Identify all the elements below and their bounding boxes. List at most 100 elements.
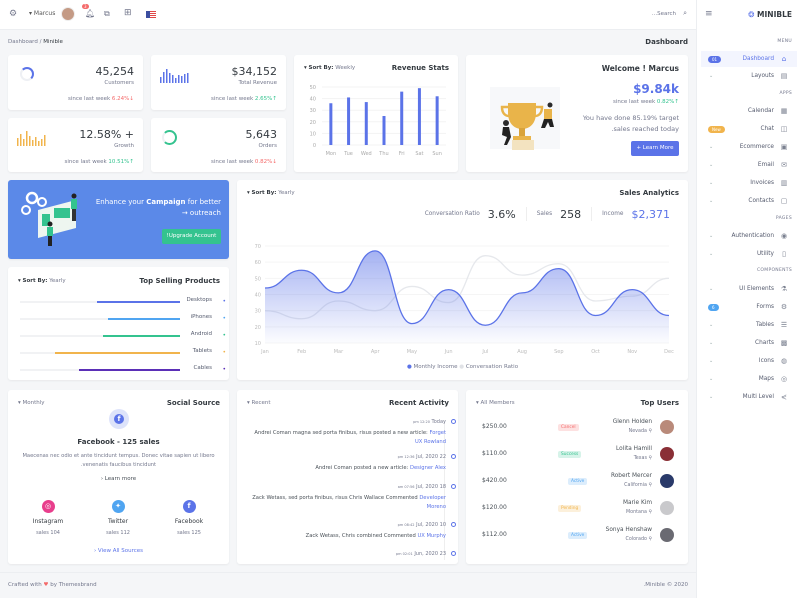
sidebar-item-tables[interactable]: ⌄ Tables ☰ [701, 317, 797, 333]
map-pin-icon: ⚲ [646, 537, 652, 542]
sidebar-item-label: Charts [755, 340, 774, 346]
stat-value: 45,254 [95, 65, 135, 78]
x-tick-label: Fri [399, 151, 405, 157]
user-row[interactable]: $112.00 Active Sonya Henshaw Colorado ⚲ [482, 527, 682, 549]
sidebar-item-chat[interactable]: New Chat ◫ [701, 121, 797, 137]
user-menu[interactable]: ▾ Marcus [29, 10, 56, 17]
color-dot-icon: • [222, 298, 226, 305]
learn-more-button[interactable]: + Learn More [631, 141, 679, 156]
sidebar-item-ui-elements[interactable]: ⌄ UI Elements ⚗ [701, 281, 797, 297]
activity-text: Zack Wetass, sed porta finibus, risus Ch… [246, 494, 446, 512]
sort-dropdown[interactable]: ▾ Sort By: Yearly [247, 190, 295, 196]
sort-label: Sort By: [22, 278, 48, 284]
user-row[interactable]: $110.00 Success Lolita Hamill Texas ⚲ [482, 446, 682, 468]
activity-date: Jul, 2020 10 [416, 522, 446, 528]
status-badge: Cancel [558, 424, 579, 431]
product-label: Tablets [192, 348, 212, 354]
notification-badge: 3 [82, 4, 89, 9]
sidebar-item-email[interactable]: ⌄ Email ✉ [701, 157, 797, 173]
sidebar-item-forms[interactable]: 6 Forms ⚙ [701, 299, 797, 315]
arrow-down-icon: ↓ [272, 159, 277, 165]
sidebar-item-authentication[interactable]: ⌄ Authentication ◉ [701, 228, 797, 244]
sidebar-item-charts[interactable]: ⌄ Charts ▩ [701, 335, 797, 351]
user-name: Sonya Henshaw [605, 527, 652, 533]
sort-dropdown[interactable]: ▾ Sort By: Yearly [18, 278, 66, 284]
sidebar-item-dashboard[interactable]: 01 Dashboard ⌂ [701, 51, 797, 67]
color-dot-icon: • [222, 349, 226, 356]
share-icon: ⋞ [781, 393, 787, 401]
sort-value: Weekly [335, 65, 356, 71]
activity-desc: Zack Wetass, sed porta finibus, risus Ch… [252, 495, 418, 501]
status-badge: Active [568, 478, 588, 485]
bell-icon[interactable]: 🔔︎ [85, 9, 96, 18]
logo-icon: ❂ [748, 10, 755, 19]
x-tick-label: Jan [260, 349, 269, 355]
progress-fill [103, 335, 180, 337]
source-sales: sales 104 [36, 530, 60, 536]
invoice-icon: ▥ [780, 179, 788, 187]
sidebar-item-invoices[interactable]: ⌄ Invoices ▥ [701, 175, 797, 191]
menu-toggle-icon[interactable]: ≡ [705, 9, 713, 19]
copy-icon[interactable]: ⧉ [104, 9, 110, 18]
progress-track [20, 318, 180, 320]
sidebar-item-multi-level[interactable]: ⌄ Multi Level ⋞ [701, 389, 797, 405]
stat-card-customers: 45,254 Customers since last week 6.24%↓ [8, 55, 143, 110]
legend-label[interactable]: Monthly Income [413, 364, 458, 370]
avatar [660, 501, 674, 515]
user-location: Montana ⚲ [626, 510, 652, 515]
bar-Wed [364, 102, 368, 145]
social-twitter[interactable]: ✦ Twitter sales 112 [88, 500, 148, 536]
search-input[interactable]: ...Search [651, 11, 676, 17]
learn-more-link[interactable]: › Learn more [100, 476, 137, 482]
legend-swatch: ● [459, 364, 465, 370]
brand-logo[interactable]: ❂ MINIBLE [748, 10, 792, 19]
legend-label[interactable]: Conversation Ratio [465, 364, 519, 370]
view-all-sources-link[interactable]: › View All Sources [93, 548, 144, 554]
activity-link[interactable]: Forget UX Rowland [415, 430, 446, 445]
contacts-icon: ▢ [780, 197, 788, 205]
upgrade-account-button[interactable]: !Upgrade Account [162, 229, 221, 244]
activity-link[interactable]: Designer Alex [409, 465, 446, 471]
gear-icon[interactable]: ⚙ [9, 9, 18, 19]
user-location: Nevada ⚲ [629, 429, 652, 434]
search-icon[interactable]: ⌕ [683, 9, 687, 17]
sidebar-item-utility[interactable]: ⌄ Utility ▯ [701, 246, 797, 262]
facebook-icon: f [182, 500, 196, 513]
sidebar-item-layouts[interactable]: ⌄ Layouts ▤ [701, 68, 797, 84]
sidebar-item-ecommerce[interactable]: ⌄ Ecommerce ▣ [701, 139, 797, 155]
revenue-stats-card: ▾ Sort By: Weekly Revenue Stats 0 10 20 30 4… [294, 55, 458, 172]
sidebar-item-label: Authentication [731, 233, 774, 239]
filter-dropdown[interactable]: ▾ Monthly [18, 400, 45, 406]
sort-dropdown[interactable]: ▾ Sort By: Weekly [304, 65, 356, 71]
social-facebook[interactable]: f Facebook sales 125 [159, 500, 219, 536]
activity-link[interactable]: UX Murphy [417, 533, 446, 539]
apps-grid-icon[interactable]: ⊞ [124, 8, 132, 18]
activity-text: Zack Wetass, Chris combined Commented UX… [246, 532, 446, 541]
progress-fill [96, 301, 180, 303]
social-description: Maecenas nec odio et ante tincidunt temp… [8, 452, 229, 470]
sidebar-item-calendar[interactable]: Calendar ▦ [701, 103, 797, 119]
divider [525, 207, 527, 221]
social-instagram[interactable]: ◎ Instagram sales 104 [18, 500, 78, 536]
recent-activity-card: ▾ Recent Recent Activity pm 12:20 Today A… [237, 390, 458, 564]
y-tick-label: 60 [255, 260, 261, 266]
activity-link[interactable]: Developer Moreno [419, 495, 446, 510]
us-flag-icon[interactable] [146, 11, 156, 18]
sidebar-item-maps[interactable]: ⌄ Maps ◎ [701, 371, 797, 387]
user-row[interactable]: $120.00 Pending Marie Kim Montana ⚲ [482, 500, 682, 522]
x-tick-label: Dec [664, 349, 674, 355]
footer-text: Crafted with [8, 582, 42, 588]
sidebar-item-contacts[interactable]: ⌄ Contacts ▢ [701, 193, 797, 209]
filter-dropdown[interactable]: ▾ All Members [476, 400, 515, 406]
avatar[interactable] [61, 7, 75, 21]
sidebar-item-icons[interactable]: ⌄ Icons ◍ [701, 353, 797, 369]
arrow-up-icon: ↑ [129, 159, 134, 165]
user-row[interactable]: $250.00 Cancel Glenn Holden Nevada ⚲ [482, 419, 682, 441]
location-label: Nevada [628, 429, 647, 434]
filter-dropdown[interactable]: ▾ Recent [247, 400, 271, 406]
stat-change: 6.24% [111, 96, 130, 102]
user-row[interactable]: $420.00 Active Robert Mercer California ⚲ [482, 473, 682, 495]
sort-label: Sort By: [251, 190, 277, 196]
breadcrumb-dashboard[interactable]: Dashboard [8, 39, 38, 45]
x-tick-label: Mar [334, 349, 344, 355]
